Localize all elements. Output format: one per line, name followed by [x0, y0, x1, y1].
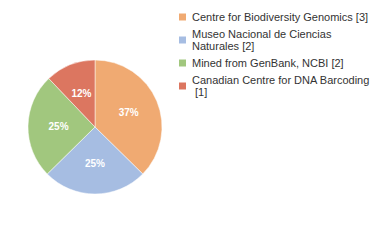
svg-text:Centre for Biodiversity Genomi: Centre for Biodiversity Genomics [3] — [192, 11, 368, 23]
svg-text:Mined from GenBank, NCBI [2]: Mined from GenBank, NCBI [2] — [192, 57, 344, 69]
svg-text:25%: 25% — [48, 121, 68, 132]
svg-text:25%: 25% — [85, 158, 105, 169]
svg-text:12%: 12% — [71, 88, 91, 99]
svg-text:Canadian Centre for DNA Barcod: Canadian Centre for DNA Barcoding — [192, 74, 369, 86]
svg-text:Museo Nacional de Ciencias: Museo Nacional de Ciencias — [192, 28, 334, 40]
svg-text:37%: 37% — [119, 107, 139, 118]
svg-text:Naturales [2]: Naturales [2] — [192, 40, 254, 52]
svg-text:[1]: [1] — [192, 86, 207, 98]
